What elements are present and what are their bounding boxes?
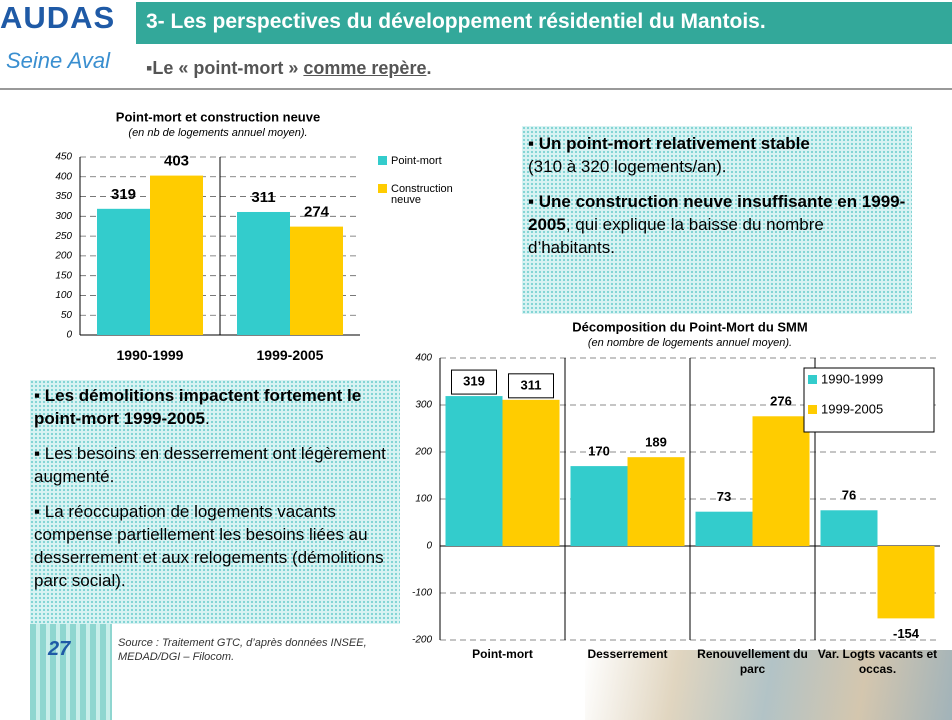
bar (445, 396, 503, 546)
value-label: -154 (893, 626, 920, 641)
slide-subtitle: ▪Le « point-mort » comme repère. (146, 58, 431, 79)
page-number: 27 (48, 638, 71, 660)
label-box (508, 373, 554, 399)
legend-swatch (808, 375, 817, 384)
x-tick-label: Var. Logts vacants et occas. (817, 647, 938, 676)
value-label: 319 (463, 374, 485, 389)
x-tick-label: 1990-1999 (116, 347, 184, 363)
source: Source : Traitement GTC, d’après données… (118, 637, 367, 663)
label-box (451, 369, 497, 395)
y-tick-label: 150 (55, 270, 72, 281)
bar (820, 510, 878, 546)
y-tick-label: 50 (61, 310, 73, 321)
value-label: 170 (588, 444, 610, 459)
bar (627, 457, 685, 546)
legend-label: 1990-1999 (821, 371, 883, 386)
chart-title: Décomposition du Point-Mort du SMM (572, 319, 807, 334)
bar (752, 416, 810, 546)
text: ▪ Les besoins en desserrement ont légère… (34, 444, 386, 486)
legend-box (803, 367, 935, 433)
y-tick-label: 400 (55, 171, 72, 182)
legend-swatch (808, 405, 817, 414)
value-label: 73 (717, 489, 731, 504)
bold-text: ▪ Les démolitions impactent fortement le… (34, 386, 362, 428)
legend-label: Construction neuve (391, 183, 453, 206)
y-tick-label: 300 (415, 400, 432, 411)
y-tick-label: 100 (55, 290, 72, 301)
chart-subtitle: (en nombre de logements annuel moyen). (588, 337, 792, 349)
bar (150, 175, 203, 335)
chart-subtitle: (en nb de logements annuel moyen). (128, 127, 307, 139)
x-tick-label: Desserrement (587, 647, 668, 661)
text: (310 à 320 logements/an). (528, 157, 727, 176)
subtitle-underlined: comme repère (303, 58, 427, 78)
y-tick-label: 350 (55, 191, 72, 202)
chart-title: Point-mort et construction neuve (116, 109, 320, 124)
bar (290, 226, 343, 335)
y-tick-label: -100 (412, 588, 432, 599)
value-label: 276 (770, 394, 792, 409)
text-box: ▪ Les démolitions impactent fortement le… (30, 380, 400, 624)
x-tick-label: Point-mort (472, 647, 533, 661)
bar (97, 208, 150, 335)
y-tick-label: 400 (415, 353, 432, 364)
paragraph: ▪ Les besoins en desserrement ont légère… (34, 442, 396, 488)
photo-strip (585, 650, 952, 720)
y-tick-label: 0 (66, 330, 72, 341)
legend-label: Point-mort (391, 155, 442, 167)
subtitle-text: . (426, 58, 432, 78)
bar (695, 511, 753, 546)
text: . (205, 409, 210, 428)
title-bar (136, 2, 952, 44)
x-tick-label: Renouvellement du parc (697, 647, 808, 676)
bar (570, 466, 628, 546)
y-tick-label: 450 (55, 152, 72, 163)
paragraph: ▪ Une construction neuve insuffisante en… (528, 190, 906, 259)
y-tick-label: 0 (426, 541, 432, 552)
text: ▪ La réoccupation de logements vacants c… (34, 502, 384, 590)
value-label: 319 (111, 186, 136, 203)
bar (502, 399, 560, 546)
bar (877, 546, 935, 619)
legend-swatch (378, 184, 387, 193)
value-label: 274 (304, 204, 330, 221)
bold-text: ▪ Un point-mort relativement stable (528, 134, 810, 153)
value-label: 189 (645, 435, 667, 450)
subtitle-text: ▪Le « point-mort » (146, 58, 304, 78)
text-box: ▪ Un point-mort relativement stable (310 … (522, 126, 912, 314)
legend-swatch (378, 156, 387, 165)
logo: AUDAS (0, 0, 116, 35)
y-tick-label: 250 (54, 231, 72, 242)
y-tick-label: 100 (415, 494, 432, 505)
y-tick-label: 300 (55, 211, 72, 222)
y-tick-label: 200 (54, 251, 72, 262)
logo2: Seine Aval (6, 48, 110, 73)
value-label: 311 (251, 189, 275, 206)
deco (30, 622, 112, 720)
y-tick-label: 200 (414, 447, 432, 458)
text: , qui explique la baisse du nombre d’hab… (528, 215, 824, 257)
legend-label: 1999-2005 (821, 401, 883, 416)
paragraph: ▪ Les démolitions impactent fortement le… (34, 384, 396, 430)
value-label: 403 (164, 153, 189, 170)
paragraph: ▪ Un point-mort relativement stable (310 … (528, 132, 906, 178)
y-tick-label: -200 (412, 635, 432, 646)
value-label: 76 (842, 488, 856, 503)
separator (0, 88, 952, 90)
slide-title: 3- Les perspectives du développement rés… (146, 10, 766, 33)
value-label: 311 (521, 377, 542, 392)
bar (237, 211, 290, 335)
x-tick-label: 1999-2005 (256, 347, 324, 363)
bold-text: ▪ Une construction neuve insuffisante en… (528, 192, 906, 234)
paragraph: ▪ La réoccupation de logements vacants c… (34, 500, 396, 592)
